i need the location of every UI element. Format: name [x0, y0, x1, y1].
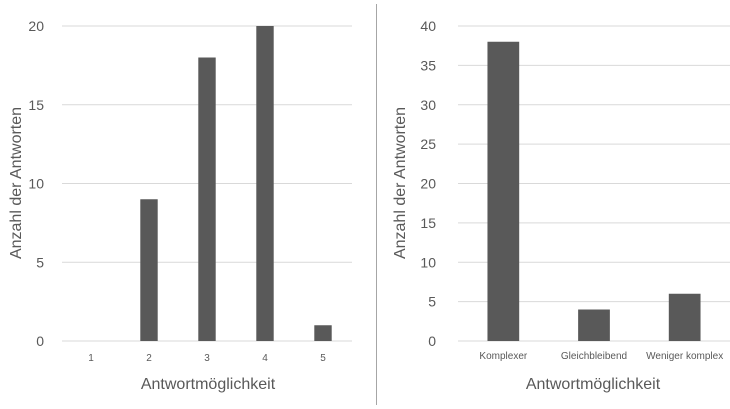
y-tick-label: 15 — [28, 97, 44, 113]
y-tick-label: 20 — [28, 18, 44, 34]
chart-left: 0 5 10 15 20 1 2 3 4 5 Antwortmöglichkeit Anzahl… — [8, 18, 352, 393]
bar-gleichbleibend — [578, 309, 610, 341]
y-tick-label: 5 — [36, 254, 44, 270]
y-tick-label: 30 — [420, 97, 436, 113]
x-tick-label: 2 — [146, 353, 152, 364]
x-tick-label: Weniger komplex — [646, 351, 723, 362]
x-tick-label: Gleichbleibend — [561, 351, 627, 362]
y-tick-label: 35 — [420, 57, 436, 73]
y-tick-label: 20 — [420, 176, 436, 192]
bar-2 — [140, 199, 158, 341]
bar-3 — [198, 57, 216, 341]
x-tick-label: 5 — [320, 353, 326, 364]
x-tick-label: 4 — [262, 353, 268, 364]
y-tick-label: 10 — [28, 176, 44, 192]
bar-komplexer — [487, 41, 520, 341]
y-tick-label: 25 — [420, 136, 436, 152]
bar-5 — [314, 325, 332, 341]
y-tick-label: 40 — [420, 18, 436, 34]
bars — [487, 41, 701, 341]
y-axis-title: Anzahl der Antworten — [8, 107, 25, 259]
x-axis-title: Antwortmöglichkeit — [141, 376, 276, 393]
bars — [140, 26, 332, 341]
y-tick-labels: 0 5 10 15 20 — [28, 18, 44, 349]
x-tick-label: Komplexer — [479, 351, 527, 362]
x-axis-title: Antwortmöglichkeit — [526, 376, 661, 393]
x-tick-labels: Komplexer Gleichbleibend Weniger komplex — [479, 351, 723, 362]
y-tick-labels: 0 5 10 15 20 25 30 35 40 — [420, 18, 436, 349]
bar-4 — [256, 26, 274, 341]
y-tick-label: 10 — [420, 254, 436, 270]
bar-weniger-komplex — [668, 293, 701, 341]
y-tick-label: 0 — [36, 333, 44, 349]
y-tick-label: 5 — [428, 294, 436, 310]
y-tick-label: 0 — [428, 333, 436, 349]
chart-right: 0 5 10 15 20 25 30 35 40 Komplexer Gleichbleibend… — [392, 18, 730, 393]
x-tick-label: 1 — [88, 353, 94, 364]
y-axis-title: Anzahl der Antworten — [392, 107, 409, 259]
x-tick-label: 3 — [204, 353, 210, 364]
y-tick-label: 15 — [420, 215, 436, 231]
x-tick-labels: 1 2 3 4 5 — [88, 353, 326, 364]
